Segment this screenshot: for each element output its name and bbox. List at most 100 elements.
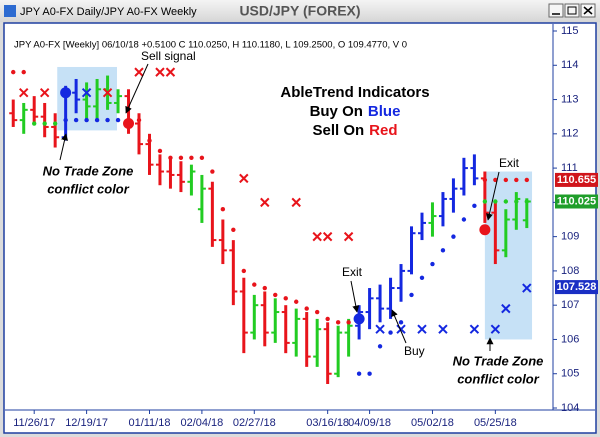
y-tick-label: 105: [561, 368, 579, 380]
stop-dot: [346, 320, 351, 325]
x-tick-label: 01/11/18: [128, 417, 170, 429]
annotation-no-trade: No Trade Zone: [453, 353, 544, 368]
stop-dot: [524, 199, 529, 204]
stop-dot: [262, 285, 267, 291]
stop-dot: [273, 292, 278, 298]
stop-dot: [493, 199, 498, 204]
signal-dot: [60, 87, 72, 99]
stop-dot: [157, 148, 163, 154]
stop-dot: [11, 69, 16, 75]
stop-dot: [42, 121, 47, 126]
stop-dot: [231, 227, 236, 232]
cross-marker: [39, 87, 50, 98]
cross-marker: [134, 67, 144, 77]
minimize-button[interactable]: [548, 3, 564, 18]
window-buttons: [548, 3, 596, 18]
cross-marker: [490, 324, 501, 334]
cross-marker: [469, 324, 480, 334]
x-tick-label: 03/16/18: [306, 417, 349, 429]
cross-marker: [155, 67, 165, 77]
stop-dot: [440, 248, 446, 253]
annotation-buy: Buy On Blue: [310, 103, 401, 120]
arrow: [350, 280, 360, 313]
annotation-no-trade: conflict color: [457, 371, 540, 386]
arrow: [391, 309, 407, 344]
chart-title: USD/JPY (FOREX): [239, 3, 360, 19]
stop-dot: [136, 117, 142, 123]
cross-marker: [260, 197, 270, 208]
x-tick-label: 12/19/17: [65, 417, 108, 429]
stop-dot: [514, 199, 519, 204]
stop-dot: [451, 234, 456, 239]
cross-marker: [81, 87, 92, 98]
x-tick-label: 02/27/18: [233, 417, 276, 429]
price-label-box: [555, 172, 598, 187]
stop-dot: [210, 169, 215, 174]
stop-dot: [147, 138, 152, 143]
stop-dot: [294, 299, 299, 304]
stop-dot: [32, 121, 37, 126]
stop-dot: [388, 330, 393, 335]
close-icon: [583, 6, 593, 15]
price-label-box: [555, 280, 598, 295]
y-tick-label: 104: [561, 402, 579, 414]
cross-marker: [522, 283, 532, 293]
stop-dot: [461, 217, 467, 222]
annotation-exit: Exit: [499, 156, 520, 170]
price-label: 110.655: [557, 174, 596, 186]
stop-dot: [314, 309, 320, 315]
cross-marker: [322, 231, 333, 242]
y-tick-label: 114: [561, 59, 579, 71]
sell-on: Sell On: [312, 122, 364, 139]
stop-dot: [168, 155, 173, 161]
stop-dot: [472, 203, 477, 208]
sell-color: Red: [369, 122, 397, 139]
arrow: [485, 171, 500, 221]
cross-marker: [417, 324, 427, 334]
maximize-button[interactable]: [564, 3, 580, 18]
app-icon: [4, 5, 16, 17]
stop-dot: [220, 207, 226, 212]
annotation-heading: AbleTrend Indicators: [280, 84, 429, 101]
stop-dot: [63, 117, 68, 123]
x-tick-label: 11/26/17: [13, 417, 55, 429]
cross-marker: [375, 324, 385, 334]
stop-dot: [178, 155, 184, 161]
info-line: JPY A0-FX [Weekly] 06/10/18 +0.5100 C 11…: [14, 40, 407, 51]
stop-dot: [398, 320, 404, 325]
arrow: [59, 133, 68, 161]
x-tick-label: 05/25/18: [474, 417, 517, 429]
stop-dot: [482, 177, 488, 183]
stop-dot: [419, 275, 425, 280]
cross-marker: [102, 87, 113, 98]
window-title: JPY A0-FX Daily/JPY A0-FX Weekly: [20, 6, 197, 18]
cross-marker: [343, 231, 354, 242]
y-tick-label: 109: [561, 231, 579, 243]
annotation-no-trade: conflict color: [47, 181, 130, 196]
y-tick-label: 112: [561, 128, 579, 140]
stop-dot: [252, 282, 257, 287]
plot-area: 10410510610710810911011111211311411511/2…: [9, 25, 579, 429]
cross-marker: [239, 173, 249, 184]
stop-dot: [482, 199, 488, 204]
arrow: [125, 63, 149, 114]
stop-dot: [503, 199, 509, 204]
stop-dot: [105, 117, 110, 123]
cross-marker: [438, 324, 448, 334]
cross-marker: [501, 303, 511, 314]
stop-dot: [115, 117, 121, 123]
annotation-sell: Sell On Red: [312, 122, 397, 139]
stop-dot: [189, 155, 194, 161]
stop-dot: [524, 177, 529, 183]
stop-dot: [283, 296, 288, 301]
stop-dot: [84, 117, 89, 123]
cross-marker: [312, 231, 322, 242]
price-label: 107.528: [557, 281, 597, 293]
cross-marker: [19, 87, 29, 98]
stop-dot: [514, 177, 519, 183]
stop-dot: [377, 344, 383, 349]
y-tick-label: 113: [561, 93, 579, 105]
annotation-exit: Exit: [342, 265, 363, 279]
stop-dot: [94, 117, 100, 123]
